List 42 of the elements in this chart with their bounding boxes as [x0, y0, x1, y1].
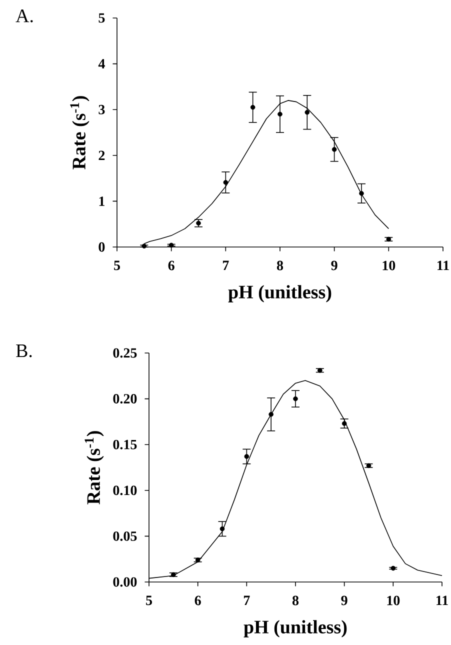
point — [244, 454, 250, 459]
x-tick-label: 5 — [146, 596, 152, 606]
x-tick-label: 8 — [276, 260, 284, 270]
x-tick-label: 8 — [292, 596, 299, 606]
y-tick-label: 5 — [98, 13, 105, 23]
y-tick-label: 0.10 — [113, 486, 137, 496]
y-tick-label: 0.15 — [113, 440, 137, 450]
x-tick-label: 10 — [387, 596, 400, 606]
point — [250, 104, 256, 110]
y-tick-label: 4 — [98, 59, 105, 68]
point — [220, 526, 225, 532]
point — [278, 112, 282, 117]
point — [332, 147, 337, 152]
chart-title: B. — [16, 344, 32, 358]
y-tick-label: 2 — [98, 150, 105, 160]
x-tick-label: 7 — [222, 260, 229, 270]
x-axis-title: pH (unitless) — [228, 285, 332, 302]
point — [342, 421, 347, 426]
x-tick-label: 9 — [331, 260, 338, 270]
y-tick-label: 3 — [98, 104, 105, 114]
y-tick-label: 0.25 — [113, 348, 137, 358]
y-tick-label: 0.05 — [113, 531, 137, 541]
x-tick-label: 6 — [194, 596, 201, 606]
x-tick-label: 7 — [244, 596, 250, 605]
x-tick-label: 11 — [438, 260, 449, 270]
point — [304, 110, 310, 115]
y-tick-label: 0 — [98, 242, 105, 252]
x-tick-label: 10 — [382, 260, 396, 270]
x-tick-label: 9 — [341, 596, 348, 606]
y-tick-label: 0.00 — [113, 577, 137, 587]
y-tick-label: 1 — [99, 196, 104, 206]
x-tick-label: 11 — [436, 596, 448, 606]
point — [223, 180, 228, 185]
y-axis-title: Rate (s$^{-1}$) — [84, 431, 104, 504]
point — [268, 412, 274, 417]
x-tick-label: 6 — [168, 260, 174, 270]
y-axis-title: Rate (s$^{-1}$) — [70, 96, 90, 170]
y-tick-label: 0.20 — [113, 394, 137, 404]
point — [293, 396, 298, 402]
x-axis-title: pH (unitless) — [244, 620, 347, 638]
point — [359, 191, 364, 196]
chart-title: A. — [16, 10, 33, 22]
